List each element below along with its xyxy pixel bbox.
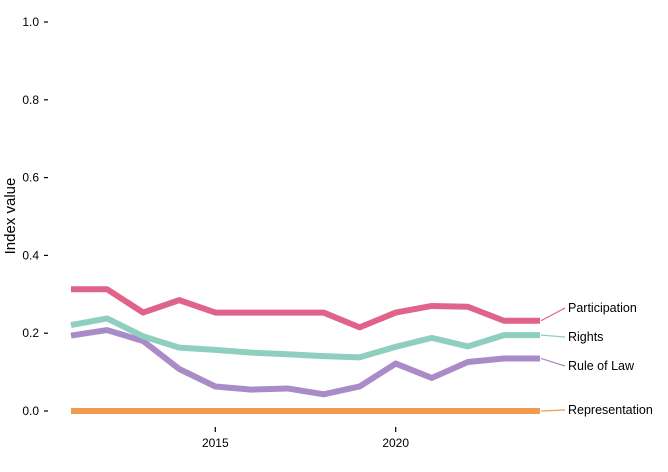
x-axis: 2015 2020 [202,427,409,450]
series-line-rule-of-law [70,327,540,398]
x-tick-label: 2015 [202,436,229,450]
series-label: Participation [568,301,637,315]
series-lines [70,286,540,414]
series-label-connector [540,409,566,412]
y-tick-label: 0.0 [22,404,39,418]
x-tick-label: 2020 [382,436,409,450]
series-label-connector [540,307,566,322]
series-label-connector [540,334,566,338]
y-tick-label: 1.0 [22,15,39,29]
y-tick-label: 0.2 [22,326,39,340]
series-labels: Participation Rights Rule of Law Representa… [540,301,653,417]
series-label: Rule of Law [568,359,635,373]
series-line-participation [71,286,540,331]
series-label-connector [540,357,566,367]
y-axis: 0.0 0.2 0.4 0.6 0.8 1.0 [22,15,48,418]
y-tick-label: 0.4 [22,248,39,262]
y-axis-title: Index value [2,178,19,255]
y-tick-label: 0.8 [22,93,39,107]
series-line-rights [70,315,540,361]
series-label: Representation [568,403,653,417]
series-label: Rights [568,330,603,344]
y-tick-label: 0.6 [22,171,39,185]
